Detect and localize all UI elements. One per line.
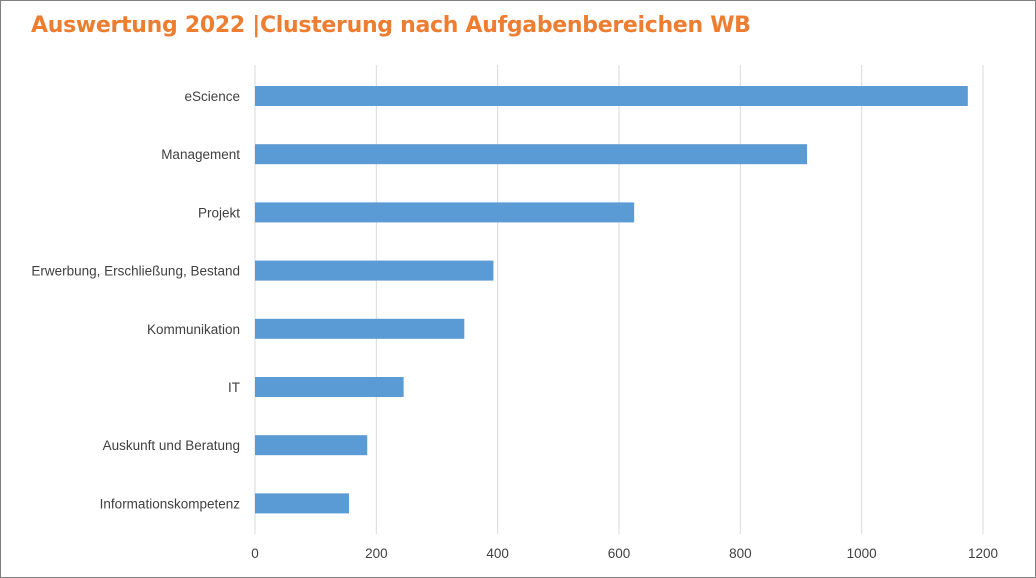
bars <box>255 86 968 514</box>
x-tick-label: 1200 <box>968 546 998 561</box>
category-label: Projekt <box>198 205 240 220</box>
bar <box>255 435 368 456</box>
chart-title: Auswertung 2022 |Clusterung nach Aufgabe… <box>31 13 751 38</box>
category-label: Management <box>161 147 240 162</box>
bar <box>255 86 968 106</box>
x-tick-label: 600 <box>608 546 631 561</box>
x-tick-label: 1000 <box>847 546 877 561</box>
x-tick-labels: 0 200 400 600 800 1000 1200 <box>251 546 998 561</box>
bar <box>255 318 465 339</box>
category-label: eScience <box>184 89 240 104</box>
category-label: Kommunikation <box>147 322 240 337</box>
x-tick-label: 200 <box>365 546 388 561</box>
bar <box>255 202 635 223</box>
bar <box>255 144 808 165</box>
bar <box>255 493 350 514</box>
category-label: Erwerbung, Erschließung, Bestand <box>31 264 240 279</box>
gridlines <box>254 65 984 534</box>
x-tick-label: 400 <box>486 546 509 561</box>
category-label: IT <box>228 380 240 395</box>
x-tick-label: 0 <box>251 546 259 561</box>
x-tick-label: 800 <box>729 546 752 561</box>
category-label: Informationskompetenz <box>100 496 241 511</box>
bar <box>255 260 494 281</box>
category-labels: eScience Management Projekt Erwerbung, Ersc… <box>31 89 240 511</box>
bar <box>255 377 404 397</box>
category-label: Auskunft und Beratung <box>103 438 240 453</box>
